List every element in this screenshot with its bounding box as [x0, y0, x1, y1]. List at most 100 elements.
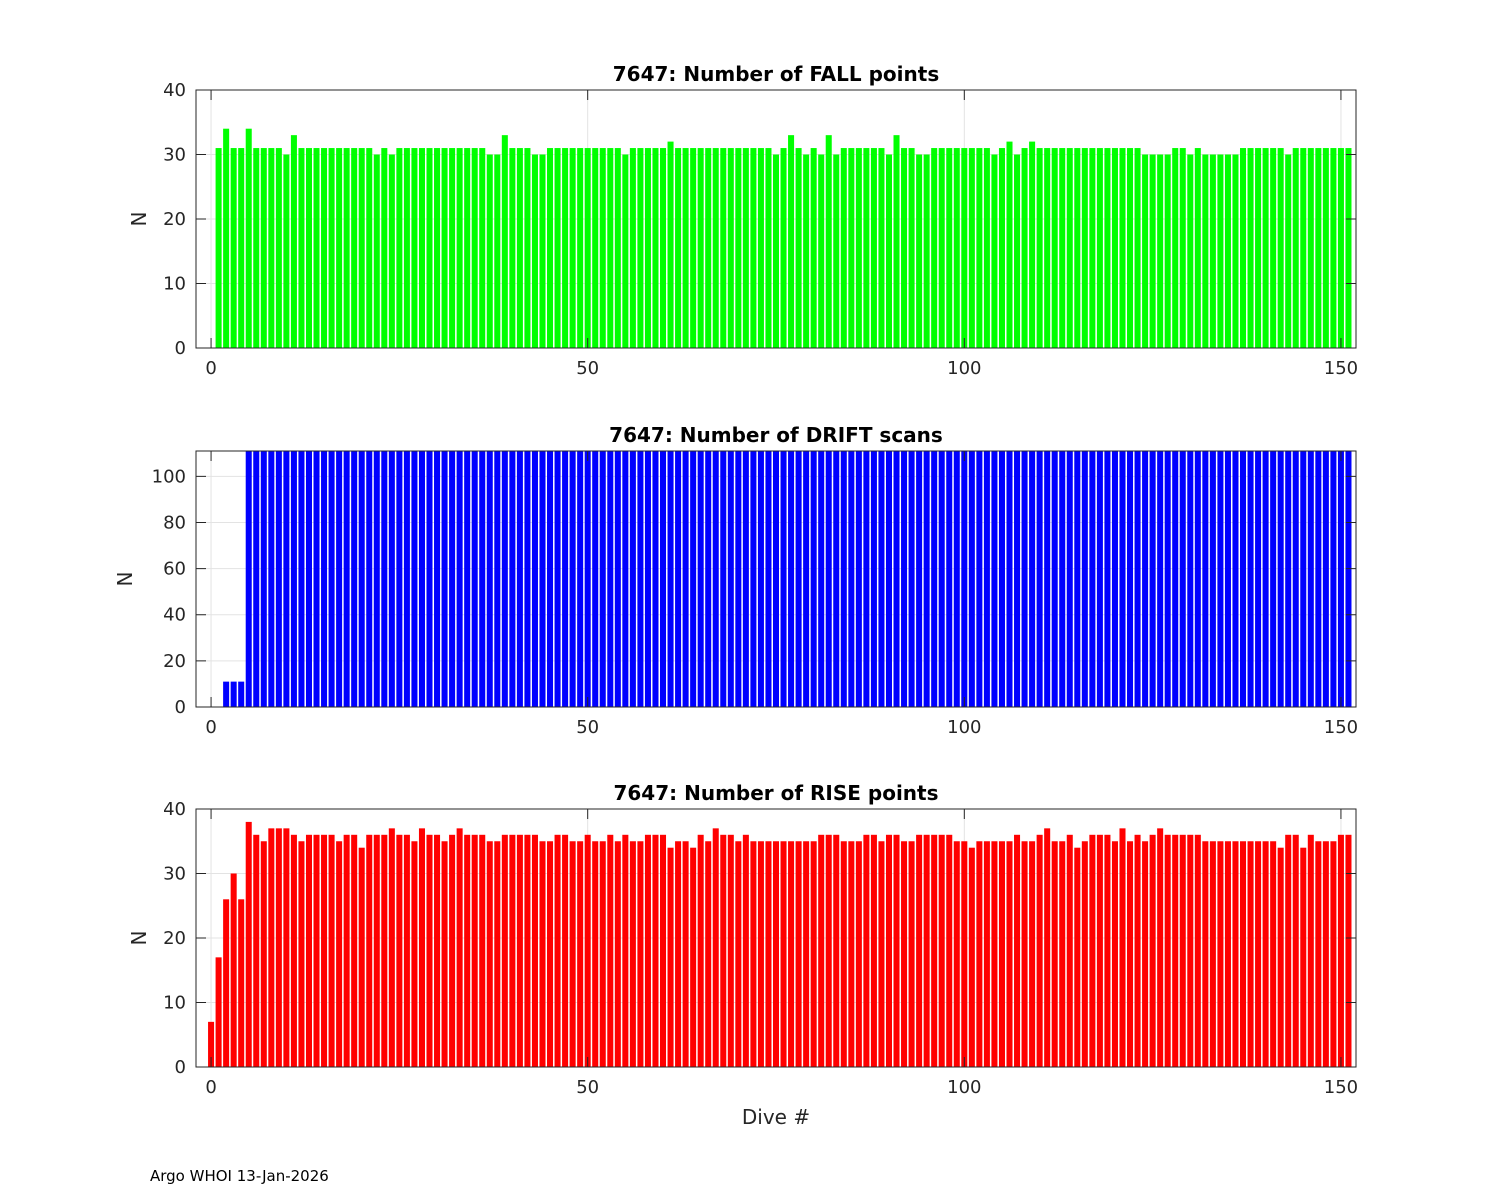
bar [1134, 148, 1141, 348]
bar [1209, 841, 1216, 1067]
subplot-0: 0 50 100 150 0 10 20 30 40 7647: Number of FALL p… [127, 62, 1358, 379]
bar [870, 451, 877, 707]
x-tick-label: 0 [205, 358, 216, 379]
bar [238, 899, 245, 1067]
bar [916, 834, 923, 1067]
bar [682, 451, 689, 707]
bar [712, 828, 719, 1067]
bar [757, 451, 764, 707]
bar [208, 1021, 215, 1067]
bar [885, 451, 892, 707]
y-tick-label: 10 [163, 993, 186, 1014]
bar [1104, 451, 1111, 707]
bar [1217, 451, 1224, 707]
x-tick-label: 100 [947, 1077, 981, 1098]
bar [750, 148, 757, 348]
bar [554, 451, 561, 707]
bar [1187, 834, 1194, 1067]
bar [547, 451, 554, 707]
bar [554, 148, 561, 348]
bar [690, 451, 697, 707]
bar [1307, 451, 1314, 707]
bar [901, 451, 908, 707]
bar [343, 451, 350, 707]
bar [599, 148, 606, 348]
bar [923, 834, 930, 1067]
bar [614, 148, 621, 348]
bar [396, 148, 403, 348]
bar [938, 834, 945, 1067]
bar [720, 451, 727, 707]
y-tick-label: 30 [163, 145, 186, 166]
bar [313, 451, 320, 707]
bar [1006, 141, 1013, 348]
bar [268, 148, 275, 348]
bar [961, 148, 968, 348]
bar [577, 451, 584, 707]
x-tick-label: 0 [205, 717, 216, 738]
bar [388, 828, 395, 1067]
bar [569, 451, 576, 707]
bar [501, 834, 508, 1067]
bar [283, 828, 290, 1067]
bar [810, 148, 817, 348]
bar [840, 148, 847, 348]
bar [1127, 451, 1134, 707]
bar [343, 148, 350, 348]
bar [1202, 841, 1209, 1067]
bar [705, 451, 712, 707]
bar [509, 451, 516, 707]
bar [599, 451, 606, 707]
bar [441, 841, 448, 1067]
bar [388, 451, 395, 707]
bar [479, 451, 486, 707]
y-tick-label: 30 [163, 864, 186, 885]
bar [215, 148, 222, 348]
bar [1104, 148, 1111, 348]
bar [1345, 451, 1352, 707]
bar [524, 834, 531, 1067]
bar [268, 451, 275, 707]
bar [1036, 834, 1043, 1067]
bar [1051, 148, 1058, 348]
bar [1322, 451, 1329, 707]
bar [803, 154, 810, 348]
bar [1255, 841, 1262, 1067]
bar [961, 841, 968, 1067]
bar [968, 148, 975, 348]
bar [1232, 154, 1239, 348]
bar [449, 148, 456, 348]
bar [690, 148, 697, 348]
bar [1059, 451, 1066, 707]
bar [825, 135, 832, 348]
bar [1292, 451, 1299, 707]
bar [825, 834, 832, 1067]
bar [983, 841, 990, 1067]
bar [757, 841, 764, 1067]
bar [253, 148, 260, 348]
bar [652, 148, 659, 348]
bar [1089, 451, 1096, 707]
bar [577, 841, 584, 1067]
bar [321, 834, 328, 1067]
bar [1134, 451, 1141, 707]
bar [1172, 148, 1179, 348]
bar [1285, 154, 1292, 348]
bar [456, 451, 463, 707]
bar [471, 834, 478, 1067]
bar [1179, 148, 1186, 348]
bar [1315, 841, 1322, 1067]
bar [998, 148, 1005, 348]
y-tick-label: 40 [163, 80, 186, 101]
bar [1300, 451, 1307, 707]
bar [336, 148, 343, 348]
bar [351, 148, 358, 348]
y-tick-label: 0 [175, 1057, 186, 1078]
bar [366, 834, 373, 1067]
bar [434, 148, 441, 348]
bar [1081, 451, 1088, 707]
bar [968, 847, 975, 1067]
bar [313, 148, 320, 348]
bar [803, 451, 810, 707]
y-tick-label: 40 [163, 605, 186, 626]
